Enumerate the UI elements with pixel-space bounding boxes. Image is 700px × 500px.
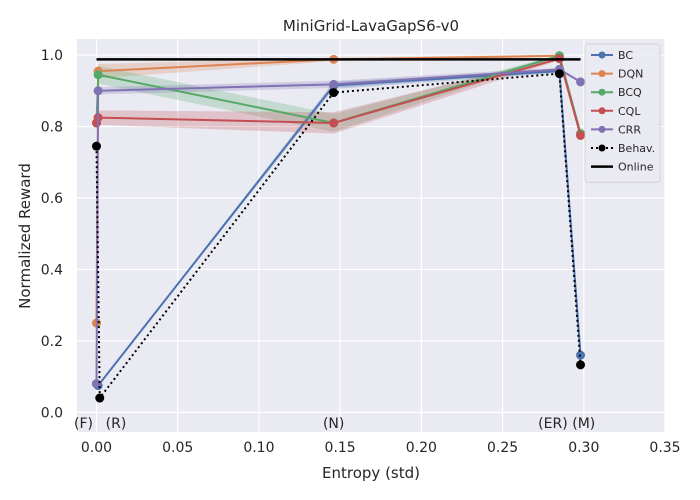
y-tick-label: 0.4: [41, 262, 63, 278]
legend-label: CQL: [618, 105, 641, 118]
annotation-label: (M): [572, 416, 595, 432]
legend-swatch-marker: [598, 107, 606, 115]
line-layer: [91, 51, 586, 403]
y-tick-label: 0.8: [41, 120, 63, 136]
legend-swatch-marker: [598, 125, 606, 133]
data-point-behavior: [95, 393, 105, 403]
grid-layer: [77, 39, 666, 432]
plot-background: [77, 39, 665, 432]
x-tick-label: 0.25: [487, 440, 518, 456]
y-tick-label: 0.6: [41, 191, 63, 207]
legend-label: DQN: [618, 68, 643, 81]
legend-swatch-marker: [598, 51, 606, 59]
annotation-label: (N): [323, 416, 344, 432]
x-tick-label: 0.10: [243, 440, 274, 456]
legend-label: Online: [618, 161, 654, 174]
data-point-behavior: [554, 69, 564, 79]
x-tick-label: 0.30: [568, 440, 599, 456]
annotation-label: (R): [106, 416, 127, 432]
y-tick-label: 1.0: [41, 48, 63, 64]
legend-swatch-marker: [598, 88, 606, 96]
y-tick-label: 0.0: [41, 405, 63, 421]
data-point-crr: [576, 77, 586, 87]
data-point-behavior: [91, 141, 101, 151]
data-point-cql: [576, 130, 586, 140]
y-axis-title: Normalized Reward: [16, 163, 34, 309]
x-tick-label: 0.35: [649, 440, 680, 456]
data-point-behavior: [329, 88, 339, 98]
legend: BC DQN BCQ CQL CRR Behav. Online: [584, 43, 661, 183]
legend-label: BC: [618, 49, 633, 62]
legend-swatch-marker: [598, 70, 606, 78]
x-tick-label: 0.20: [406, 440, 437, 456]
series-band-cql: [96, 56, 581, 138]
legend-swatch-marker: [598, 144, 606, 152]
legend-label: CRR: [618, 123, 641, 136]
data-point-crr: [329, 79, 339, 89]
annotation-layer: (F) (R) (N) (ER) (M): [74, 416, 595, 432]
data-point-behavior: [576, 360, 586, 370]
data-point-crr: [93, 86, 103, 96]
legend-label: Behav.: [618, 142, 655, 155]
x-axis-title: Entropy (std): [322, 464, 420, 482]
x-tick-label: 0.00: [81, 440, 112, 456]
legend-label: BCQ: [618, 86, 642, 99]
annotation-label: (F): [74, 416, 93, 432]
tick-layer: 0.00 0.05 0.10 0.15 0.20 0.25 0.30 0.35 0.0 0.2 0.…: [41, 48, 681, 456]
annotation-label: (ER): [538, 416, 568, 432]
data-point-bcq: [93, 70, 103, 80]
data-point-cql: [329, 118, 339, 128]
chart-title: MiniGrid-LavaGapS6-v0: [283, 17, 459, 35]
y-tick-label: 0.2: [41, 334, 63, 350]
x-tick-label: 0.15: [325, 440, 356, 456]
x-tick-label: 0.05: [162, 440, 193, 456]
